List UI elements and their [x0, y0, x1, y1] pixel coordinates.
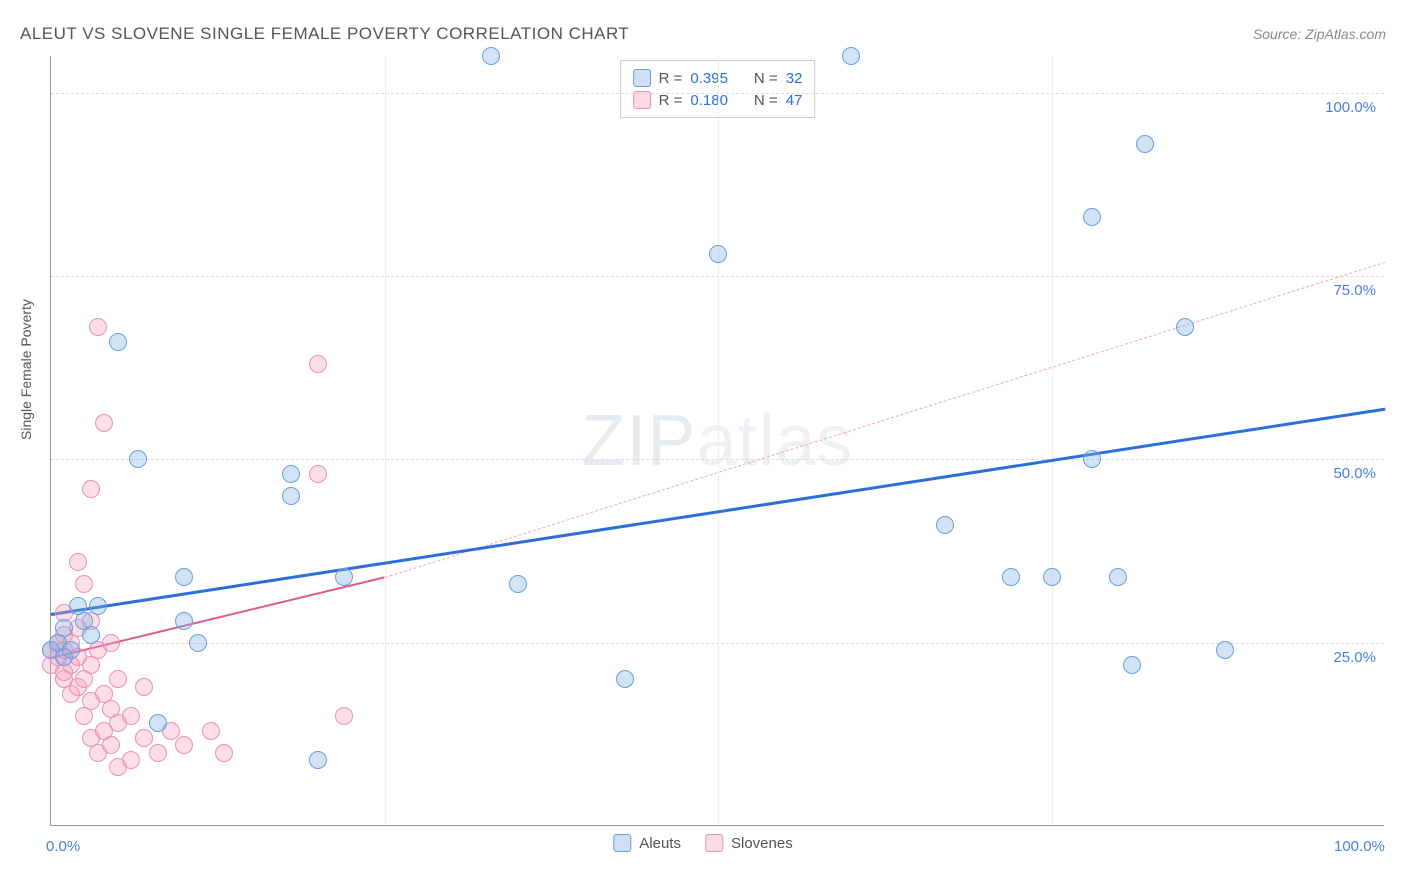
y-tick-label: 75.0%	[1333, 282, 1376, 299]
data-point	[129, 450, 147, 468]
data-point	[135, 678, 153, 696]
data-point	[175, 568, 193, 586]
data-point	[109, 333, 127, 351]
trend-line	[384, 261, 1385, 577]
source-attribution: Source: ZipAtlas.com	[1253, 26, 1386, 42]
data-point	[1083, 208, 1101, 226]
data-point	[95, 414, 113, 432]
data-point	[75, 575, 93, 593]
legend-label: Slovenes	[731, 835, 793, 852]
data-point	[842, 47, 860, 65]
data-point	[102, 634, 120, 652]
legend-swatch-icon	[705, 834, 723, 852]
data-point	[1176, 318, 1194, 336]
gridline-v	[1052, 56, 1053, 825]
n-value-aleuts: 32	[786, 70, 803, 87]
plot-area: ZIPatlas R = 0.395 N = 32 R = 0.180 N = …	[50, 56, 1384, 826]
data-point	[175, 612, 193, 630]
data-point	[62, 641, 80, 659]
data-point	[282, 487, 300, 505]
swatch-blue-icon	[633, 69, 651, 87]
watermark-part2: atlas	[696, 401, 853, 481]
chart-title: ALEUT VS SLOVENE SINGLE FEMALE POVERTY C…	[20, 24, 629, 44]
data-point	[69, 553, 87, 571]
gridline-v	[718, 56, 719, 825]
data-point	[122, 751, 140, 769]
data-point	[482, 47, 500, 65]
data-point	[89, 318, 107, 336]
chart-header: ALEUT VS SLOVENE SINGLE FEMALE POVERTY C…	[20, 24, 1386, 44]
data-point	[335, 568, 353, 586]
data-point	[282, 465, 300, 483]
data-point	[135, 729, 153, 747]
data-point	[55, 619, 73, 637]
watermark-part1: ZIP	[581, 401, 696, 481]
data-point	[89, 597, 107, 615]
data-point	[709, 245, 727, 263]
x-tick-label: 0.0%	[46, 838, 80, 855]
data-point	[202, 722, 220, 740]
n-value-slovenes: 47	[786, 92, 803, 109]
legend-item: Slovenes	[705, 834, 793, 852]
data-point	[149, 744, 167, 762]
data-point	[102, 736, 120, 754]
legend-item: Aleuts	[613, 834, 681, 852]
gridline-v	[385, 56, 386, 825]
data-point	[1123, 656, 1141, 674]
y-axis-label: Single Female Poverty	[18, 299, 34, 440]
data-point	[309, 465, 327, 483]
data-point	[1216, 641, 1234, 659]
data-point	[309, 355, 327, 373]
data-point	[309, 751, 327, 769]
data-point	[1002, 568, 1020, 586]
data-point	[189, 634, 207, 652]
y-tick-label: 25.0%	[1333, 649, 1376, 666]
data-point	[82, 480, 100, 498]
data-point	[335, 707, 353, 725]
y-tick-label: 100.0%	[1325, 99, 1376, 116]
x-tick-label: 100.0%	[1334, 838, 1385, 855]
data-point	[509, 575, 527, 593]
data-point	[1043, 568, 1061, 586]
data-point	[936, 516, 954, 534]
data-point	[1083, 450, 1101, 468]
data-point	[215, 744, 233, 762]
data-point	[1136, 135, 1154, 153]
data-point	[175, 736, 193, 754]
data-point	[122, 707, 140, 725]
legend-swatch-icon	[613, 834, 631, 852]
r-value-slovenes: 0.180	[690, 92, 728, 109]
data-point	[149, 714, 167, 732]
y-tick-label: 50.0%	[1333, 465, 1376, 482]
data-point	[1109, 568, 1127, 586]
data-point	[109, 670, 127, 688]
series-legend: Aleuts Slovenes	[613, 834, 792, 852]
swatch-pink-icon	[633, 91, 651, 109]
legend-label: Aleuts	[639, 835, 681, 852]
data-point	[616, 670, 634, 688]
r-value-aleuts: 0.395	[690, 70, 728, 87]
data-point	[82, 626, 100, 644]
